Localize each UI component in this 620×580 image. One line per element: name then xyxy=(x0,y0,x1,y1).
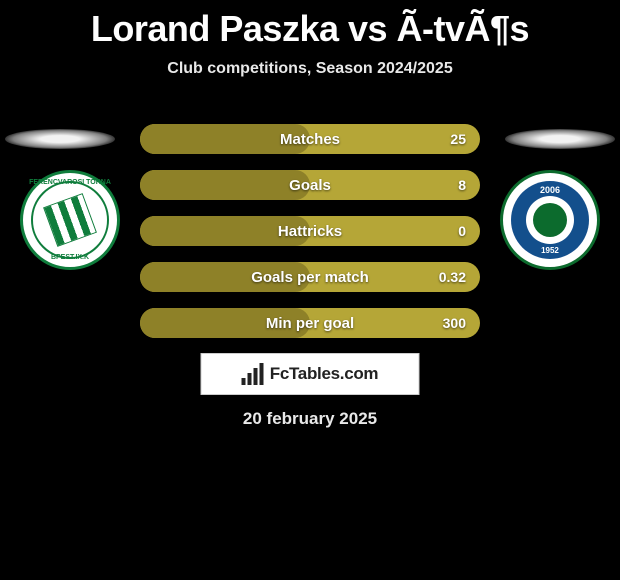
stat-label: Goals per match xyxy=(251,269,369,286)
logo-left-base: FERENCVAROSI TORNA BPEST.IX.K xyxy=(20,170,120,270)
logo-left-stripes xyxy=(43,193,97,247)
stat-fill xyxy=(140,170,310,200)
logo-right-inner xyxy=(526,196,575,245)
stat-label: Goals xyxy=(289,177,331,194)
team-logo-left: FERENCVAROSI TORNA BPEST.IX.K xyxy=(20,170,120,270)
logo-right-core xyxy=(533,203,567,237)
logo-right-year-bot: 1952 xyxy=(541,246,559,255)
stat-value: 0.32 xyxy=(439,269,466,285)
stat-row-goals: Goals 8 xyxy=(140,170,480,200)
stat-row-gpm: Goals per match 0.32 xyxy=(140,262,480,292)
stat-label: Matches xyxy=(280,131,340,148)
stats-container: Matches 25 Goals 8 Hattricks 0 Goals per… xyxy=(140,124,480,354)
team-logo-right: 2006 1952 xyxy=(500,170,600,270)
stat-value: 8 xyxy=(458,177,466,193)
stat-row-mpg: Min per goal 300 xyxy=(140,308,480,338)
logo-right-mid: 2006 1952 xyxy=(511,181,590,260)
subtitle: Club competitions, Season 2024/2025 xyxy=(0,60,620,78)
stat-value: 25 xyxy=(450,131,466,147)
stat-row-matches: Matches 25 xyxy=(140,124,480,154)
logo-left-inner xyxy=(31,181,110,260)
logo-left-text-bot: BPEST.IX.K xyxy=(51,254,89,261)
footer-brand-text: FcTables.com xyxy=(270,364,379,384)
stat-label: Min per goal xyxy=(266,315,354,332)
bar-chart-icon xyxy=(242,363,264,385)
stat-row-hattricks: Hattricks 0 xyxy=(140,216,480,246)
page-title: Lorand Paszka vs Ã-tvÃ¶s xyxy=(0,0,620,50)
footer-brand-box: FcTables.com xyxy=(201,353,420,395)
stat-value: 0 xyxy=(458,223,466,239)
date-text: 20 february 2025 xyxy=(243,409,377,429)
stat-value: 300 xyxy=(443,315,466,331)
logo-right-base: 2006 1952 xyxy=(500,170,600,270)
logo-right-year-top: 2006 xyxy=(540,185,560,195)
shadow-right xyxy=(505,129,615,149)
shadow-left xyxy=(5,129,115,149)
stat-label: Hattricks xyxy=(278,223,342,240)
